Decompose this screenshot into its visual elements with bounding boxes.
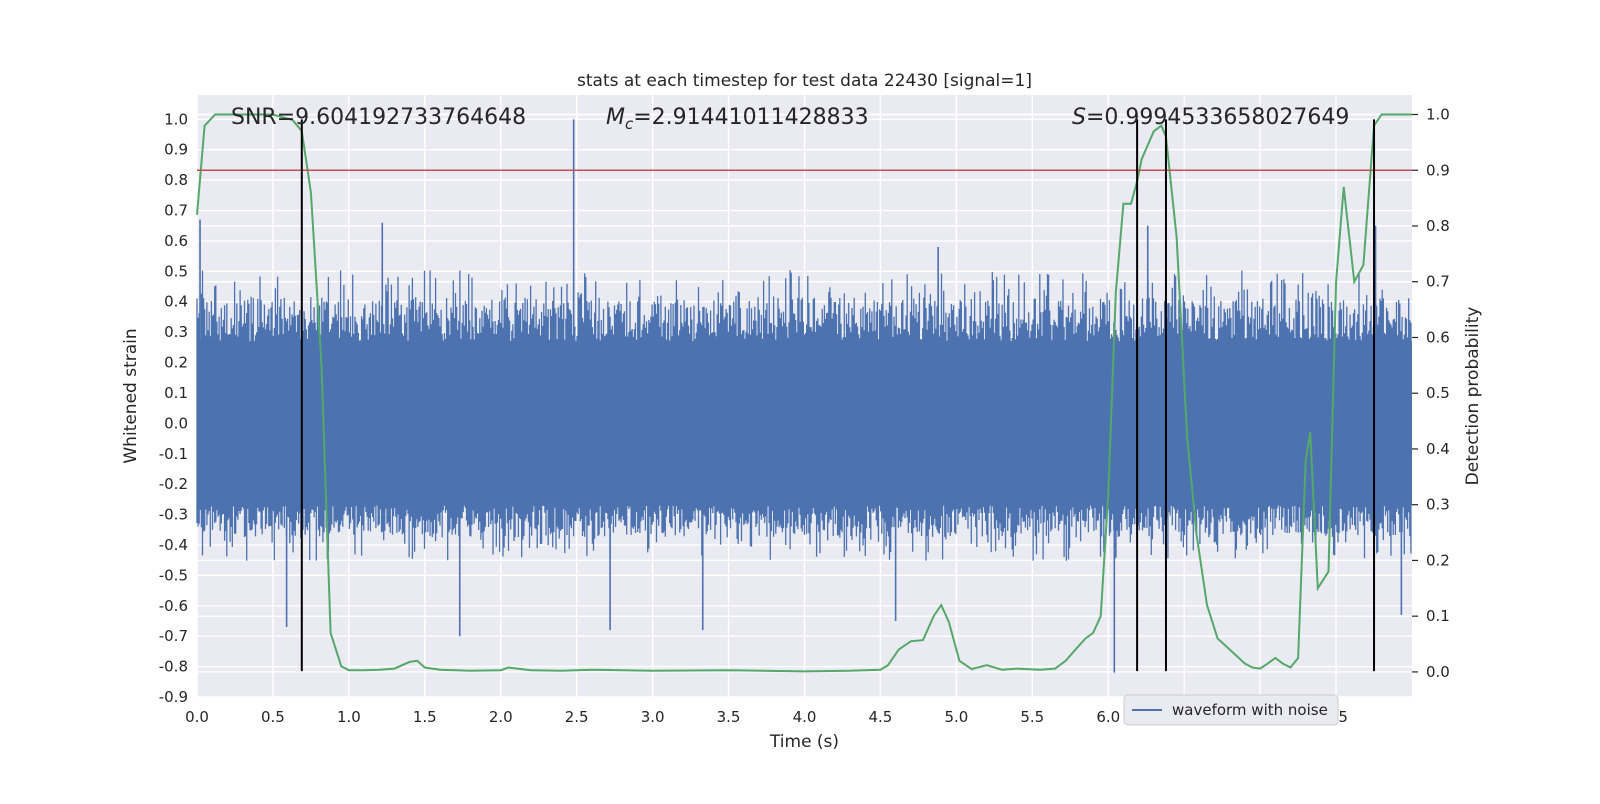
y-tick-label-left: 0.8 (164, 171, 188, 189)
y-tick-label-right: 0.6 (1426, 328, 1450, 346)
x-tick-label: 2.0 (489, 708, 513, 726)
score-value: =0.9994533658027649 (1086, 105, 1349, 130)
x-tick-label: 5.0 (944, 708, 968, 726)
score-symbol: S (1072, 105, 1086, 130)
probability-series (196, 113, 1412, 673)
snr-annotation: SNR=9.604192733764648 (231, 105, 526, 130)
y-tick-label-left: -0.2 (159, 475, 188, 493)
y-tick-label-left: 0.1 (164, 384, 188, 402)
chirp-mass-value: =2.91441011428833 (633, 105, 868, 130)
x-tick-label: 0.5 (261, 708, 285, 726)
y-tick-label-left: 1.0 (164, 110, 188, 128)
axes-layer: 0.00.51.01.52.02.53.03.54.04.55.05.56.06… (159, 106, 1450, 726)
legend-label-waveform: waveform with noise (1172, 701, 1328, 719)
y-tick-label-left: 0.6 (164, 232, 188, 250)
y-tick-label-left: -0.5 (159, 566, 188, 584)
y-tick-label-left: -0.6 (159, 597, 188, 615)
y-tick-label-left: -0.7 (159, 627, 188, 645)
y-tick-label-right: 0.5 (1426, 384, 1450, 402)
x-axis-title: Time (s) (769, 732, 839, 752)
y-tick-label-right: 0.8 (1426, 217, 1450, 235)
y-tick-label-right: 0.0 (1426, 663, 1450, 681)
y-tick-label-right: 0.4 (1426, 440, 1450, 458)
y-tick-label-right: 0.9 (1426, 161, 1450, 179)
overlay-layer (197, 119, 1412, 672)
x-tick-label: 5.5 (1020, 708, 1044, 726)
chart-title: stats at each timestep for test data 224… (577, 71, 1032, 91)
y-tick-label-left: 0.2 (164, 354, 188, 372)
x-tick-label: 6.0 (1096, 708, 1120, 726)
y-tick-label-left: 0.4 (164, 293, 188, 311)
y-tick-label-left: 0.0 (164, 414, 188, 432)
y-tick-label-right: 0.3 (1426, 496, 1450, 514)
chirp-mass-annotation: Mc=2.91441011428833 (606, 105, 869, 133)
y-tick-label-left: 0.3 (164, 323, 188, 341)
chirp-mass-subscript: c (625, 115, 634, 133)
x-tick-label: 0.0 (185, 708, 209, 726)
y-axis-title-right: Detection probability (1463, 307, 1483, 486)
y-tick-label-left: -0.1 (159, 445, 188, 463)
y-tick-label-left: 0.9 (164, 141, 188, 159)
x-tick-label: 4.0 (793, 708, 817, 726)
probability-line (196, 113, 1412, 673)
x-tick-label: 1.0 (337, 708, 361, 726)
y-tick-label-right: 0.1 (1426, 607, 1450, 625)
y-tick-label-left: -0.9 (159, 688, 188, 706)
y-axis-title-left: Whitened strain (121, 328, 141, 463)
waveform-trace (196, 270, 1412, 561)
y-tick-label-right: 1.0 (1426, 106, 1450, 124)
x-tick-label: 3.0 (641, 708, 665, 726)
x-tick-label: 2.5 (565, 708, 589, 726)
x-tick-label: 3.5 (717, 708, 741, 726)
legend: waveform with noise (1123, 694, 1339, 726)
chirp-mass-symbol: M (606, 105, 625, 130)
y-tick-label-right: 0.2 (1426, 551, 1450, 569)
x-tick-label: 1.5 (413, 708, 437, 726)
y-tick-label-left: -0.4 (159, 536, 188, 554)
waveform-series (196, 119, 1412, 673)
y-tick-label-left: -0.8 (159, 658, 188, 676)
legend-box (1123, 694, 1339, 726)
score-annotation: S=0.9994533658027649 (1072, 105, 1349, 130)
y-tick-label-left: 0.5 (164, 262, 188, 280)
y-tick-label-left: -0.3 (159, 506, 188, 524)
y-tick-label-left: 0.7 (164, 202, 188, 220)
x-tick-label: 4.5 (869, 708, 893, 726)
y-tick-label-right: 0.7 (1426, 273, 1450, 291)
